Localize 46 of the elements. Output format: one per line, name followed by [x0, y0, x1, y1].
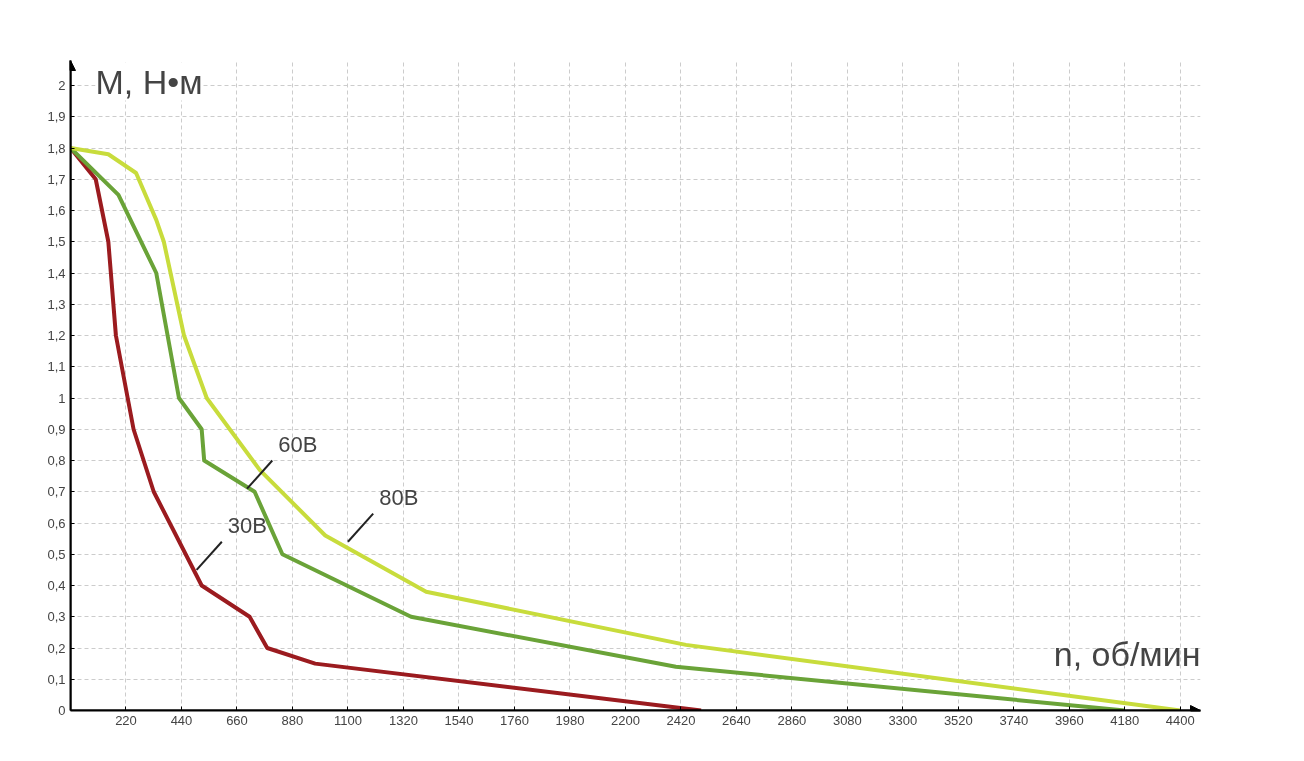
y-tick-label: 1,7 [47, 171, 66, 187]
x-tick-label: 3740 [999, 712, 1029, 728]
y-tick-label: 0,7 [47, 484, 66, 500]
x-tick-label: 660 [226, 712, 248, 728]
y-tick-label: 0,8 [47, 453, 66, 468]
y-tick-label: 0,9 [47, 421, 66, 437]
x-tick-label: 440 [170, 712, 193, 728]
x-tick-label: 2200 [610, 712, 640, 728]
annotation: 30В [227, 512, 267, 538]
x-tick-label: 1100 [333, 712, 362, 728]
x-tick-label: 1540 [444, 712, 474, 728]
y-tick-label: 0,1 [47, 671, 66, 687]
y-tick-label: 0,3 [47, 609, 66, 625]
annotation: 60В [278, 431, 318, 457]
y-tick-label: 1,5 [47, 234, 66, 250]
x-tick-label: 1980 [555, 712, 585, 728]
annotation: 80В [379, 484, 419, 510]
y-axis-title: М, Н•м [95, 62, 203, 101]
y-tick-label: 2 [58, 78, 66, 93]
x-tick-label: 1760 [499, 712, 529, 728]
y-tick-label: 0,2 [47, 640, 66, 656]
x-tick-label: 2420 [666, 712, 696, 728]
x-tick-label: 880 [281, 712, 304, 728]
x-axis-title: n, об/мин [1053, 635, 1201, 673]
x-tick-label: 3080 [832, 712, 862, 728]
x-tick-label: 2860 [777, 712, 807, 728]
x-tick-label: 3300 [888, 712, 918, 728]
y-tick-label: 0,4 [47, 578, 66, 593]
y-tick-label: 1,2 [47, 328, 66, 343]
y-tick-label: 1,6 [47, 203, 66, 218]
x-tick-label: 2640 [721, 712, 751, 728]
x-tick-label: 3960 [1054, 712, 1084, 728]
y-tick-label: 1,1 [47, 359, 66, 375]
y-tick-label: 1,8 [47, 140, 66, 156]
x-tick-label: 1320 [388, 712, 418, 728]
y-tick-label: 0 [58, 703, 66, 718]
y-tick-label: 0,5 [47, 546, 66, 562]
y-tick-label: 0,6 [47, 515, 66, 531]
y-tick-label: 1,3 [47, 296, 66, 312]
x-tick-label: 4180 [1110, 712, 1140, 728]
x-tick-label: 4400 [1165, 712, 1195, 728]
y-tick-label: 1,9 [47, 109, 66, 125]
x-tick-label: 3520 [943, 712, 973, 728]
y-tick-label: 1 [58, 390, 66, 406]
x-tick-label: 220 [115, 712, 137, 728]
y-tick-label: 1,4 [47, 265, 66, 281]
